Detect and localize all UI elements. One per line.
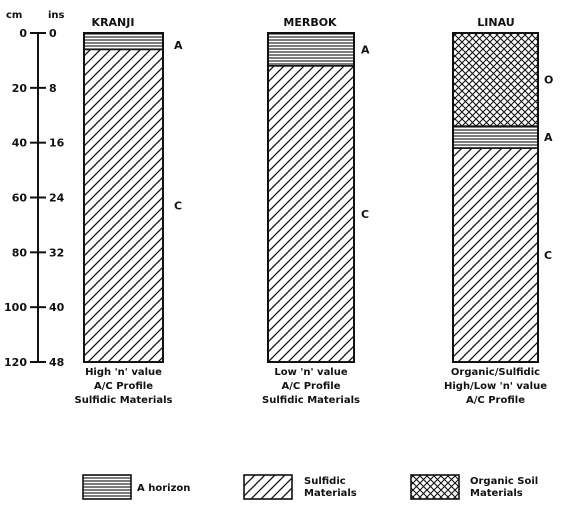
axis-tick-label-cm: 60 — [12, 192, 28, 205]
axis-tick-label-ins: 8 — [49, 82, 57, 95]
axis-tick-label-ins: 16 — [49, 137, 65, 150]
horizon-label: O — [544, 74, 553, 87]
axis-tick-label-cm: 40 — [12, 137, 28, 150]
axis-tick-label-cm: 20 — [12, 82, 28, 95]
legend-swatch — [243, 474, 293, 500]
profile-name: LINAU — [477, 16, 514, 29]
legend-label: Sulfidic — [304, 476, 346, 487]
profile-name: MERBOK — [283, 16, 337, 29]
depth-axis: cm ins 0 0 20 8 40 16 60 24 80 32 100 40 120 48 — [4, 10, 65, 369]
axis-tick-label-cm: 100 — [4, 301, 27, 314]
horizon-label: A — [544, 131, 553, 144]
profile-merbok: MERBOK A C Low 'n' value A/C Profile Sulfidic… — [262, 16, 370, 406]
horizon-label: A — [174, 39, 183, 52]
soil-profiles: KRANJI A C High 'n' value A/C Profile Sulfidi… — [75, 16, 554, 406]
axis-tick-label-ins: 40 — [49, 301, 65, 314]
horizon-o-block — [452, 32, 539, 128]
legend-swatch — [410, 474, 460, 500]
horizon-c-block — [267, 65, 355, 363]
profile-caption-line: Organic/Sulfidic — [451, 367, 540, 378]
horizon-c-block — [83, 48, 164, 363]
axis-tick-label-cm: 80 — [12, 246, 28, 259]
profile-caption-line: High 'n' value — [85, 367, 162, 378]
legend-label: Organic Soil — [470, 476, 538, 487]
horizon-label: C — [544, 249, 552, 262]
profile-outline — [452, 32, 539, 363]
axis-unit-ins: ins — [48, 10, 65, 21]
profile-caption-line: Sulfidic Materials — [75, 395, 173, 406]
axis-tick-label-ins: 32 — [49, 246, 64, 259]
legend-swatch — [82, 474, 132, 500]
axis-tick-label-cm: 0 — [19, 27, 27, 40]
horizon-a-block — [267, 32, 355, 67]
horizon-label: C — [174, 200, 182, 213]
axis-tick-label-ins: 0 — [49, 27, 57, 40]
axis-tick-label-ins: 24 — [49, 192, 65, 205]
profile-outline — [267, 32, 355, 363]
profile-outline — [83, 32, 164, 363]
horizon-label: C — [361, 208, 369, 221]
profile-caption-line: Sulfidic Materials — [262, 395, 360, 406]
profile-linau: LINAU O A C Organic/Sulfidic High/Low 'n' val… — [444, 16, 553, 406]
profile-kranji: KRANJI A C High 'n' value A/C Profile Sulfidi… — [75, 16, 183, 406]
legend-label: Materials — [304, 488, 357, 499]
legend-item-hstripe: A horizon — [82, 474, 190, 500]
profile-caption-line: High/Low 'n' value — [444, 381, 547, 392]
legend-label: A horizon — [137, 483, 190, 494]
horizon-a-block — [83, 32, 164, 51]
profile-caption-line: Low 'n' value — [274, 367, 347, 378]
profile-name: KRANJI — [92, 16, 135, 29]
profile-caption-line: A/C Profile — [94, 381, 153, 392]
axis-unit-cm: cm — [6, 10, 22, 21]
profile-caption-line: A/C Profile — [466, 395, 525, 406]
axis-tick-label-cm: 120 — [4, 356, 27, 369]
horizon-a-block — [452, 125, 539, 149]
horizon-c-block — [452, 147, 539, 363]
horizon-label: A — [361, 43, 370, 56]
profile-caption-line: A/C Profile — [282, 381, 341, 392]
legend-label: Materials — [470, 488, 523, 499]
axis-tick-label-ins: 48 — [49, 356, 64, 369]
